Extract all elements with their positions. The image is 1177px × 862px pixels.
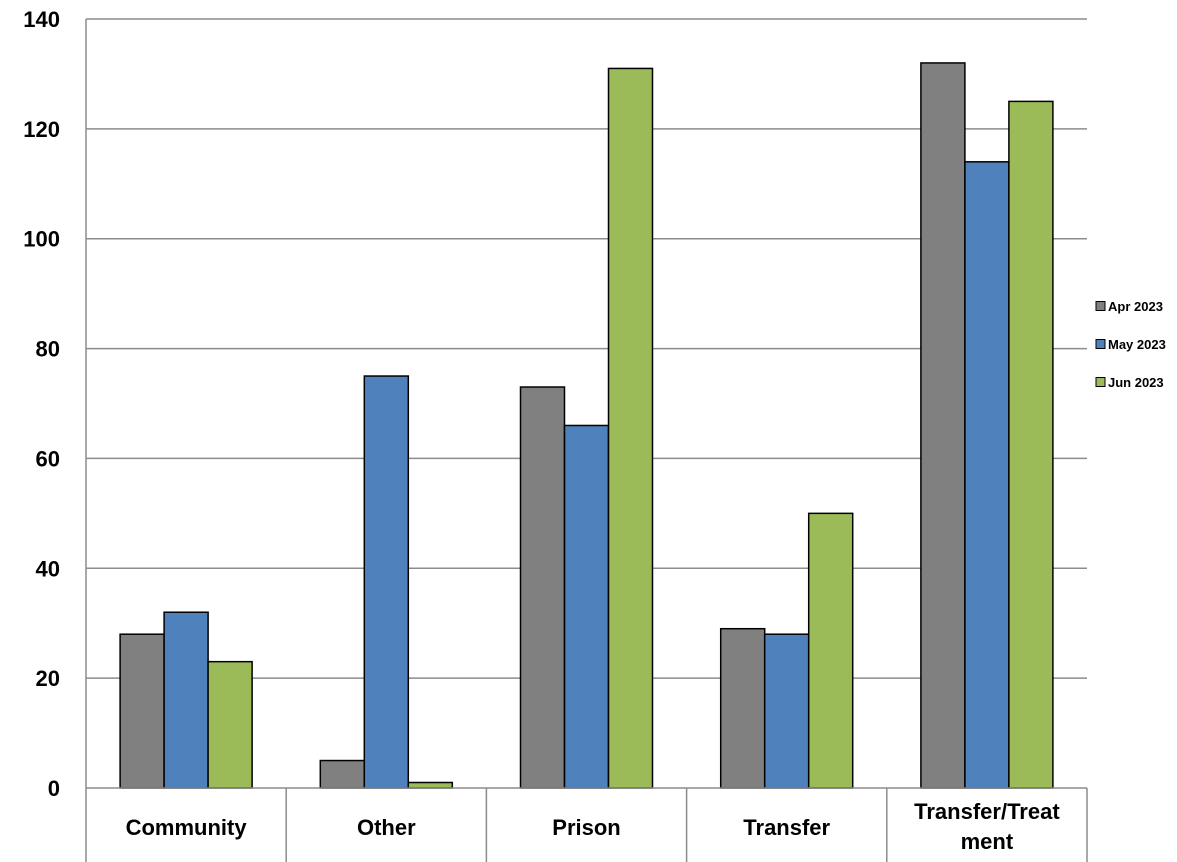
bars	[119, 62, 1054, 789]
x-category-label: Transfer	[743, 815, 830, 840]
bar	[363, 375, 410, 789]
legend: Apr 2023 May 2023 Jun 2023	[1095, 299, 1166, 390]
legend-swatch	[1095, 301, 1106, 311]
bar	[319, 759, 366, 789]
legend-label: May 2023	[1108, 337, 1166, 352]
y-tick-label: 0	[48, 776, 60, 801]
bar	[207, 660, 253, 789]
bar	[607, 67, 654, 789]
axes	[85, 19, 1088, 862]
legend-swatch	[1095, 377, 1106, 387]
y-tick-labels: 0 20 40 60 80 100 120 140	[23, 7, 60, 801]
bar	[119, 633, 165, 789]
x-category-label: Community	[126, 815, 248, 840]
legend-label: Apr 2023	[1108, 299, 1163, 314]
bar	[563, 424, 610, 789]
y-tick-label: 120	[23, 117, 60, 142]
bar	[763, 633, 810, 789]
x-category-label: Other	[357, 815, 416, 840]
y-tick-label: 140	[23, 7, 60, 32]
y-tick-label: 60	[36, 446, 60, 471]
bar	[719, 627, 766, 789]
x-category-label: Prison	[552, 815, 620, 840]
bar	[519, 386, 566, 789]
legend-swatch	[1095, 339, 1106, 349]
y-tick-label: 20	[36, 666, 60, 691]
y-tick-label: 40	[36, 556, 60, 581]
bar	[807, 512, 854, 789]
legend-label: Jun 2023	[1108, 375, 1164, 390]
bar	[407, 781, 454, 789]
bar	[920, 62, 966, 789]
bar	[1008, 100, 1054, 789]
x-category-label: Transfer/Treat	[914, 799, 1060, 824]
x-category-label: ment	[961, 829, 1014, 854]
y-tick-label: 100	[23, 227, 60, 252]
x-category-labels: Community Other Prison Transfer Transfer/Tre…	[126, 799, 1061, 854]
bar	[964, 161, 1010, 789]
y-tick-label: 80	[36, 337, 60, 362]
bar	[163, 611, 209, 789]
